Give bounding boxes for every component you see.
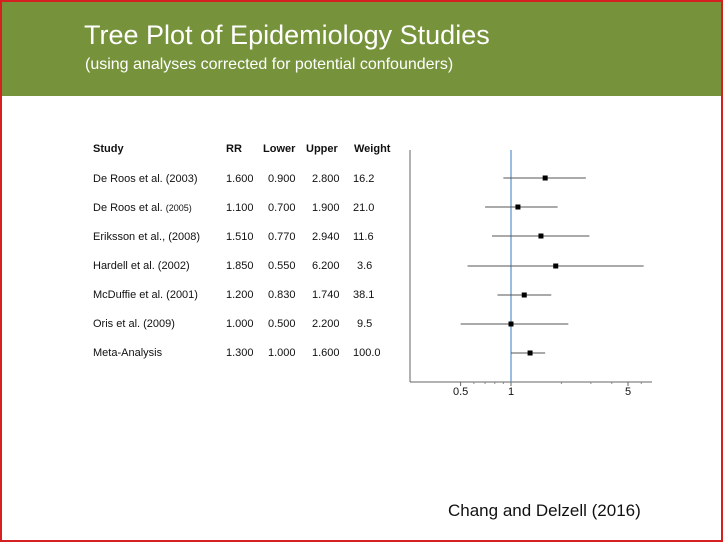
study-lower: 0.900 (268, 173, 296, 185)
study-lower: 0.770 (268, 231, 296, 243)
study-year: (2005) (165, 203, 192, 213)
rr-marker (508, 321, 514, 327)
meta-analysis-upper: 1.600 (312, 347, 340, 359)
study-rr: 1.850 (226, 260, 254, 272)
study-lower: 0.830 (268, 289, 296, 301)
rr-marker (527, 350, 533, 356)
slide-subtitle: (using analyses corrected for potential … (85, 56, 454, 73)
rr-marker (542, 175, 548, 181)
study-lower: 0.500 (268, 318, 296, 330)
study-weight: 38.1 (353, 289, 375, 301)
study-weight: 21.0 (353, 202, 375, 214)
plot-axes: 0.5 1 5 (409, 150, 652, 398)
meta-analysis-rr: 1.300 (226, 347, 254, 359)
study-lower: 0.550 (268, 260, 296, 272)
study-name: Eriksson et al., (2008) (93, 231, 200, 243)
study-weight: 3.6 (357, 260, 373, 272)
study-rr: 1.200 (226, 289, 254, 301)
plot-marks (460, 175, 644, 356)
study-name: McDuffie et al. (2001) (93, 289, 198, 301)
study-weight: 16.2 (353, 173, 375, 185)
column-header-rr: RR (226, 143, 242, 155)
study-lower: 0.700 (268, 202, 296, 214)
study-rr: 1.100 (226, 202, 254, 214)
x-tick-label: 5 (625, 386, 631, 398)
citation: Chang and Delzell (2016) (448, 501, 641, 520)
study-weight: 9.5 (357, 318, 373, 330)
study-rr: 1.600 (226, 173, 254, 185)
study-upper: 2.940 (312, 231, 340, 243)
column-header-upper: Upper (306, 143, 338, 155)
column-header-weight: Weight (354, 143, 391, 155)
study-upper: 1.900 (312, 202, 340, 214)
study-rr: 1.510 (226, 231, 254, 243)
study-upper: 1.740 (312, 289, 340, 301)
meta-analysis-weight: 100.0 (353, 347, 381, 359)
rr-marker (553, 263, 559, 269)
x-tick-label: 0.5 (453, 386, 468, 398)
study-name: De Roos et al. (2005) (93, 202, 192, 214)
slide-title: Tree Plot of Epidemiology Studies (84, 20, 490, 50)
slide-header (2, 2, 721, 96)
study-weight: 11.6 (353, 231, 374, 243)
study-upper: 2.200 (312, 318, 340, 330)
rr-marker (538, 233, 544, 239)
study-name: Hardell et al. (2002) (93, 260, 190, 272)
column-header-study: Study (93, 143, 124, 155)
rr-marker (521, 292, 527, 298)
x-tick-label: 1 (508, 386, 514, 398)
study-upper: 6.200 (312, 260, 340, 272)
meta-analysis-name: Meta-Analysis (93, 347, 163, 359)
rr-marker (515, 204, 521, 210)
study-name: De Roos et al. (2003) (93, 173, 198, 185)
column-header-lower: Lower (263, 143, 296, 155)
study-rr: 1.000 (226, 318, 254, 330)
study-name-text: De Roos et al. (93, 202, 163, 214)
meta-analysis-lower: 1.000 (268, 347, 296, 359)
study-name: Oris et al. (2009) (93, 318, 175, 330)
study-upper: 2.800 (312, 173, 340, 185)
